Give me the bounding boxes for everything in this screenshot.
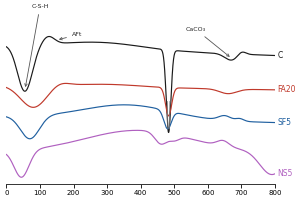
- Text: AFt: AFt: [60, 32, 82, 40]
- Text: C: C: [278, 51, 283, 60]
- Text: C-S-H: C-S-H: [25, 4, 49, 86]
- Text: SF5: SF5: [278, 118, 292, 127]
- Text: FA20: FA20: [278, 85, 296, 94]
- Text: CaCO₃: CaCO₃: [186, 27, 229, 56]
- Text: NS5: NS5: [278, 169, 293, 178]
